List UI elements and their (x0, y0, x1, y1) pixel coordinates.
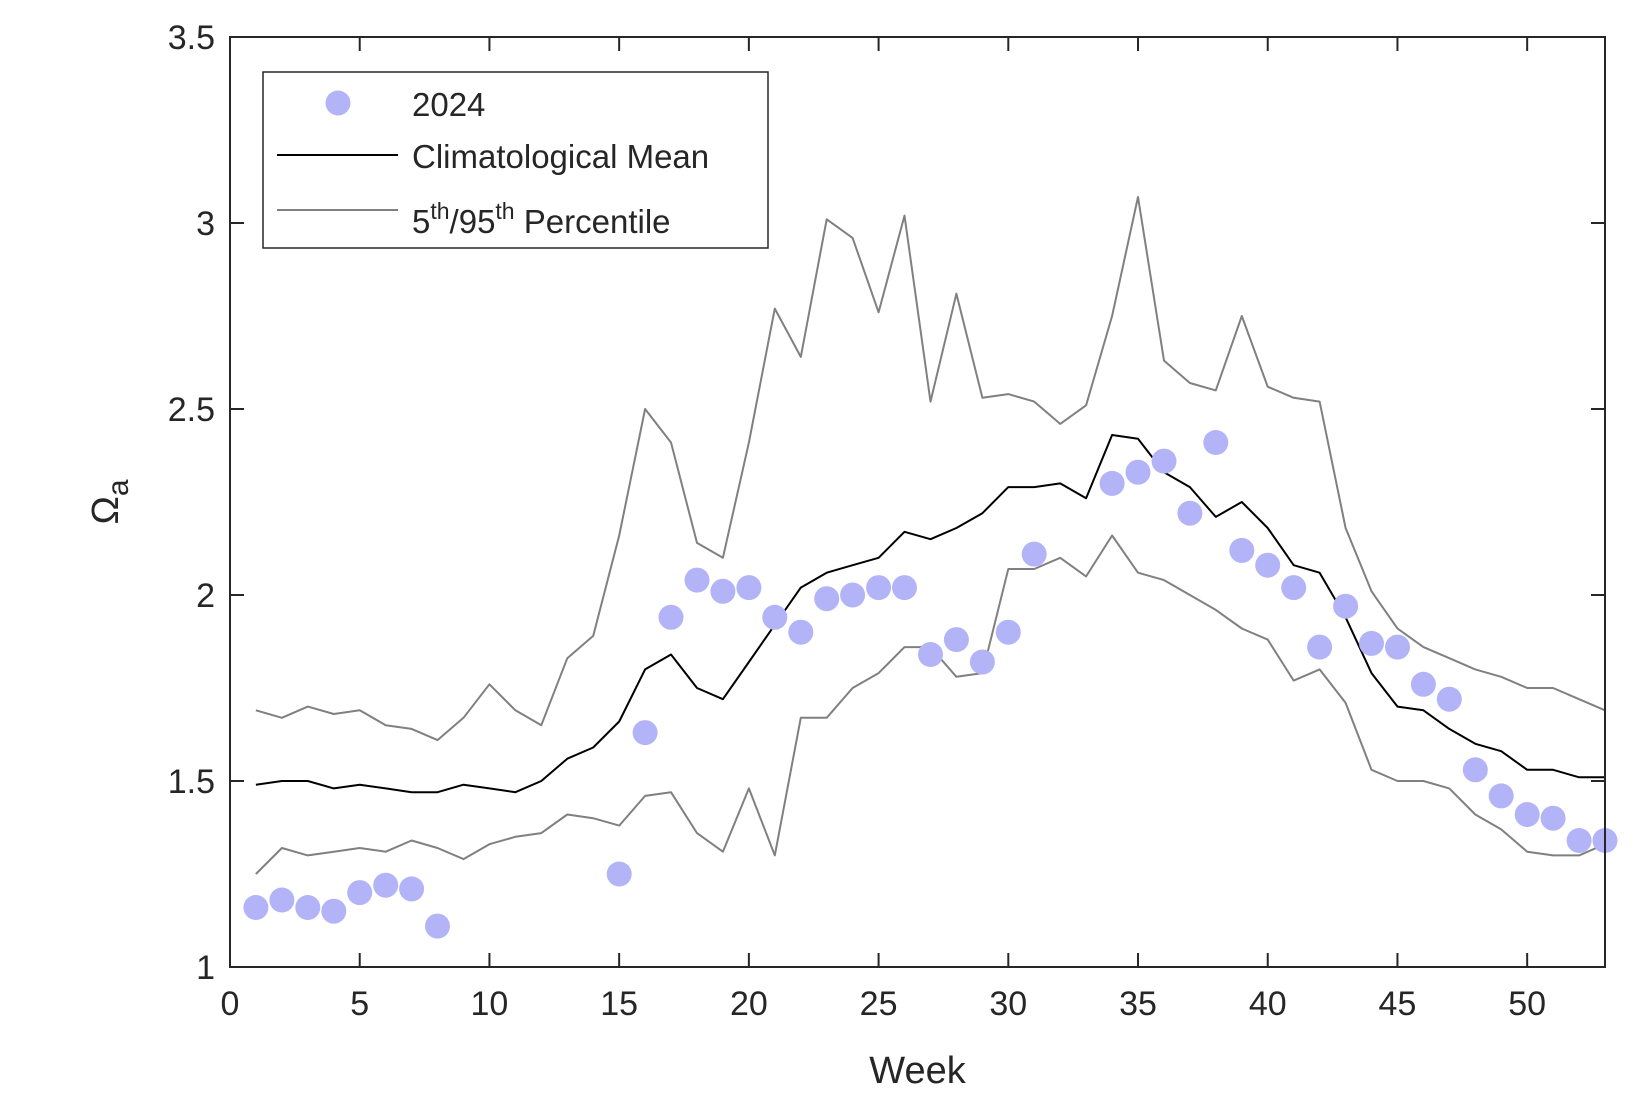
y-tick-label: 3 (196, 205, 215, 243)
legend-label-2024: 2024 (412, 86, 485, 123)
scatter-point-week-17 (658, 604, 684, 630)
scatter-point-week-38 (1203, 430, 1229, 455)
scatter-point-week-6 (373, 872, 399, 898)
scatter-point-week-47 (1436, 686, 1462, 712)
scatter-point-week-1 (243, 895, 269, 920)
scatter-point-week-26 (892, 575, 917, 601)
legend-pct-part2: /95 (450, 203, 496, 240)
y-axis-label-symbol: Ω (85, 496, 127, 524)
scatter-point-week-43 (1333, 593, 1359, 619)
x-tick-label: 10 (471, 985, 509, 1023)
scatter-point-week-20 (736, 575, 762, 601)
x-tick-label: 15 (600, 985, 638, 1023)
scatter-point-week-49 (1488, 783, 1514, 809)
scatter-point-week-8 (425, 913, 450, 939)
scatter-point-week-16 (632, 720, 658, 746)
scatter-point-week-27 (918, 642, 943, 667)
scatter-point-week-50 (1514, 802, 1540, 827)
y-tick-label: 1 (196, 949, 215, 987)
legend-label-percentile: 5th/95th Percentile (412, 198, 671, 240)
scatter-point-week-34 (1099, 470, 1125, 496)
x-tick-label: 35 (1119, 985, 1157, 1023)
y-tick-label: 2 (196, 577, 215, 615)
scatter-point-week-23 (814, 586, 840, 612)
x-tick-label: 40 (1249, 985, 1287, 1023)
scatter-point-week-35 (1125, 459, 1151, 485)
scatter-point-week-3 (295, 895, 321, 920)
axes-box (229, 36, 1606, 968)
legend-pct-sup2: th (495, 198, 514, 224)
scatter-point-week-41 (1281, 575, 1307, 601)
scatter-point-week-24 (840, 582, 866, 608)
scatter-point-week-21 (762, 604, 788, 630)
x-tick-label: 0 (221, 985, 240, 1023)
x-tick-label: 5 (350, 985, 369, 1023)
scatter-point-week-45 (1385, 634, 1410, 660)
scatter-point-week-18 (684, 567, 710, 593)
x-axis-label: Week (869, 1050, 966, 1092)
y-axis-label-subscript: a (102, 479, 135, 496)
scatter-point-week-46 (1410, 671, 1436, 697)
scatter-point-week-51 (1540, 805, 1566, 831)
scatter-point-week-52 (1566, 828, 1592, 853)
series-line-95th-percentile (255, 196, 1606, 742)
x-tick-label: 45 (1379, 985, 1417, 1023)
scatter-point-week-28 (943, 627, 969, 653)
scatter-point-week-39 (1229, 537, 1255, 563)
x-tick-label: 25 (860, 985, 898, 1023)
y-tick-label: 2.5 (168, 391, 215, 429)
legend-pct-sup1: th (430, 198, 449, 224)
scatter-point-week-22 (788, 619, 814, 645)
legend-label-mean: Climatological Mean (412, 138, 709, 175)
scatter-point-week-19 (710, 578, 736, 604)
series-line-climatological-mean (255, 434, 1605, 794)
legend-marker-2024 (325, 90, 351, 116)
x-tick-label: 30 (989, 985, 1027, 1023)
scatter-point-week-25 (866, 575, 892, 601)
scatter-point-week-36 (1151, 448, 1177, 474)
scatter-point-week-40 (1255, 552, 1281, 578)
ticks-layer: 0 5 10 15 20 25 30 35 40 45 50 1 1.5 2 2.5 3 3.5 (168, 19, 1605, 1023)
x-tick-label: 50 (1508, 985, 1546, 1023)
scatter-point-week-7 (399, 876, 425, 902)
legend: 2024 Climatological Mean 5th/95th Percen… (262, 71, 769, 249)
scatter-point-week-31 (1021, 541, 1047, 567)
series-layer (243, 196, 1618, 939)
scatter-point-week-2 (269, 887, 295, 913)
legend-pct-part3: Percentile (515, 203, 671, 240)
scatter-point-week-37 (1177, 500, 1203, 526)
scatter-point-week-5 (347, 880, 373, 906)
y-tick-label: 1.5 (168, 763, 215, 801)
scatter-point-week-48 (1462, 757, 1488, 783)
x-tick-label: 20 (730, 985, 768, 1023)
scatter-point-week-44 (1359, 630, 1384, 656)
y-axis-label: Ωa (85, 479, 135, 524)
scatter-point-week-30 (995, 619, 1021, 645)
scatter-point-week-29 (969, 649, 995, 675)
scatter-point-week-15 (606, 861, 632, 887)
scatter-point-week-42 (1307, 634, 1333, 660)
legend-pct-part1: 5 (412, 203, 430, 240)
scatter-point-week-4 (321, 898, 347, 924)
y-tick-label: 3.5 (168, 19, 215, 57)
